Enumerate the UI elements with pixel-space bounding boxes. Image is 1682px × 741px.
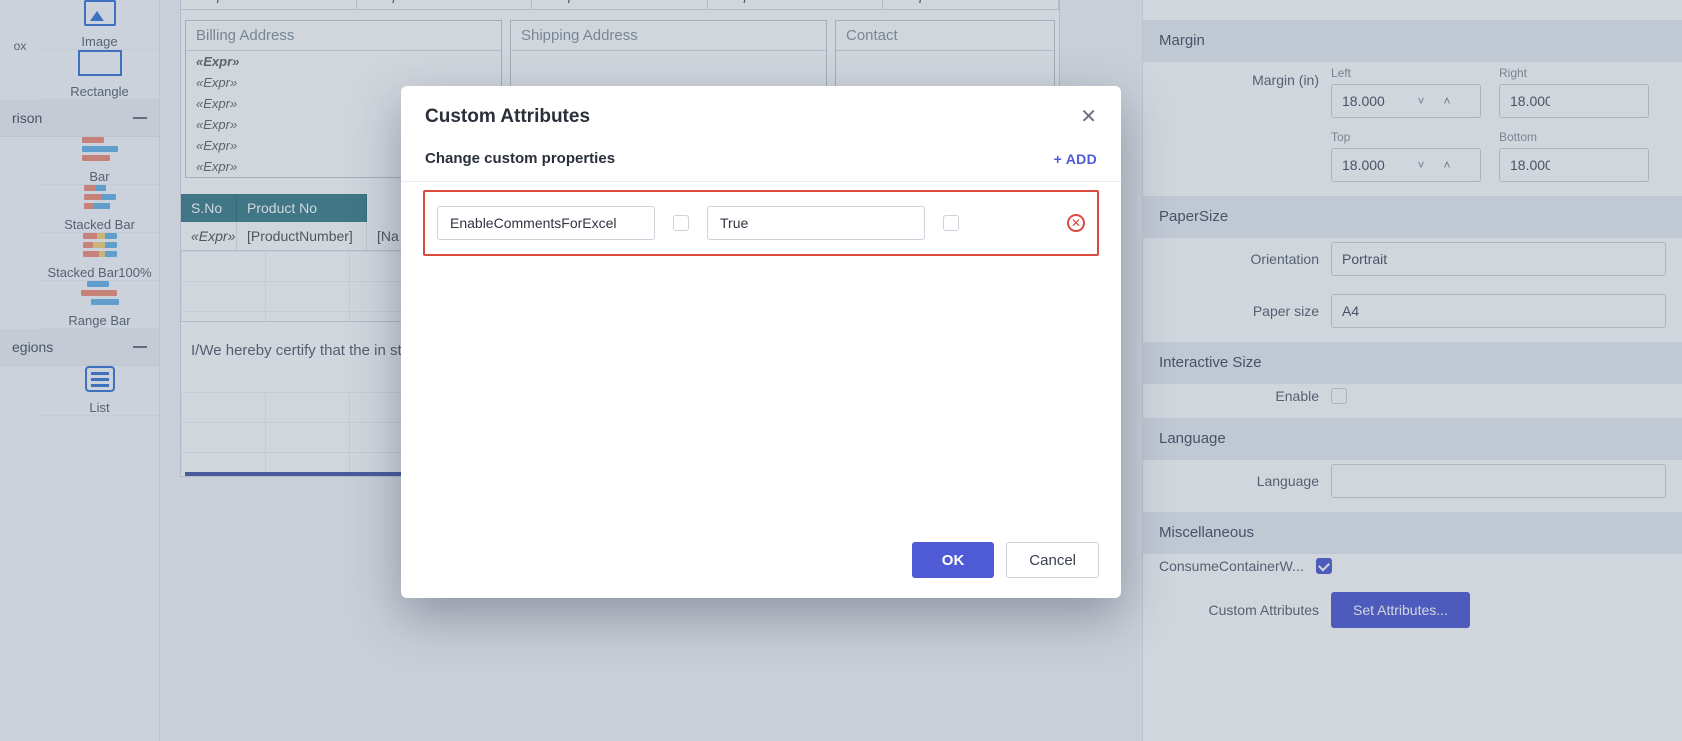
close-icon[interactable]: ✕ bbox=[1080, 107, 1097, 127]
ok-button[interactable]: OK bbox=[912, 542, 995, 578]
cancel-button[interactable]: Cancel bbox=[1006, 542, 1099, 578]
dialog-title: Custom Attributes bbox=[425, 106, 590, 128]
custom-attributes-dialog: Custom Attributes ✕ Change custom proper… bbox=[401, 86, 1121, 598]
attr-checkbox[interactable] bbox=[673, 215, 689, 231]
add-button[interactable]: + ADD bbox=[1054, 151, 1097, 167]
attr-checkbox-2[interactable] bbox=[943, 215, 959, 231]
dialog-subtitle: Change custom properties bbox=[425, 150, 615, 167]
attribute-row: ✕ bbox=[423, 190, 1099, 256]
delete-icon[interactable]: ✕ bbox=[1067, 214, 1085, 232]
attr-name-input[interactable] bbox=[437, 206, 655, 240]
attr-value-input[interactable] bbox=[707, 206, 925, 240]
